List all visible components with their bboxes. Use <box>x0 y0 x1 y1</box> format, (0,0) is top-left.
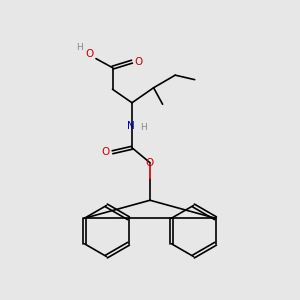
Text: N: N <box>127 121 134 131</box>
Text: O: O <box>134 57 142 67</box>
Text: O: O <box>146 158 154 168</box>
Text: H: H <box>140 123 147 132</box>
Text: H: H <box>76 43 83 52</box>
Text: O: O <box>101 147 109 157</box>
Text: O: O <box>86 49 94 59</box>
